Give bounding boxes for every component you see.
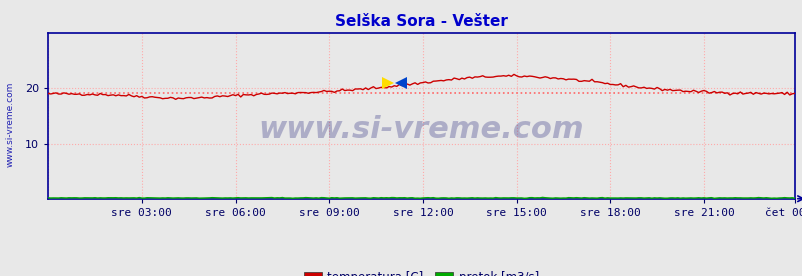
Legend: temperatura [C], pretok [m3/s]: temperatura [C], pretok [m3/s] [298, 266, 544, 276]
Text: www.si-vreme.com: www.si-vreme.com [258, 115, 584, 144]
Title: Selška Sora - Vešter: Selška Sora - Vešter [334, 14, 508, 29]
Text: www.si-vreme.com: www.si-vreme.com [5, 81, 14, 167]
